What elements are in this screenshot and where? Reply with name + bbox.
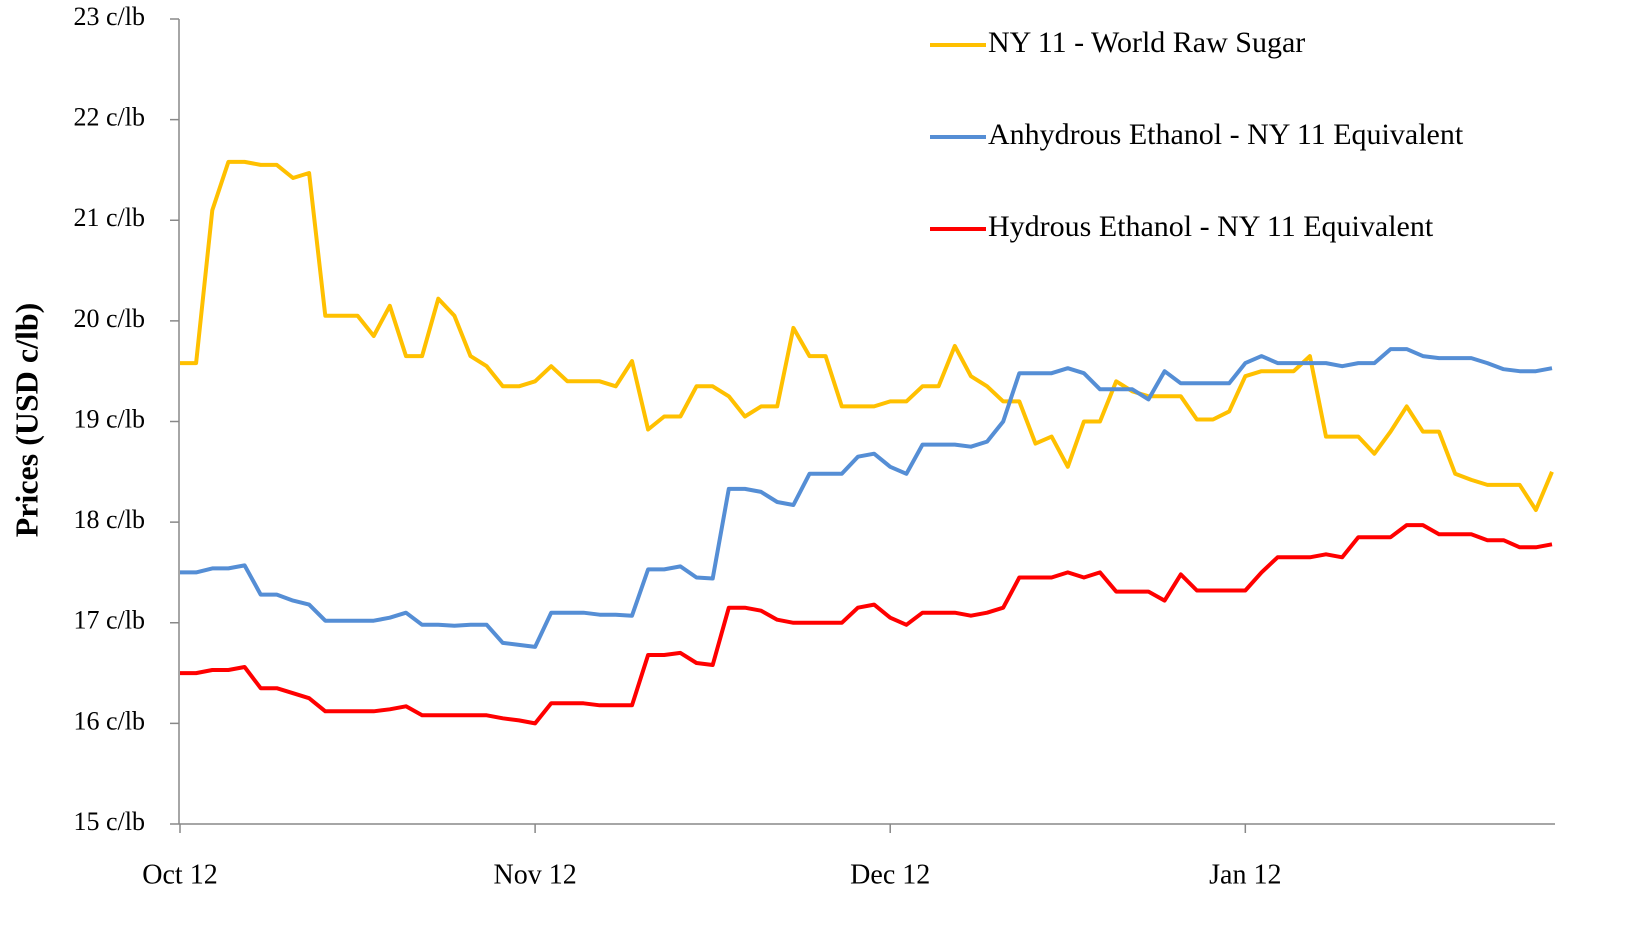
- x-tick-label: Oct 12: [142, 859, 217, 890]
- y-tick-label: 20 c/lb: [74, 304, 146, 333]
- legend-label: Anhydrous Ethanol - NY 11 Equivalent: [988, 118, 1464, 151]
- y-tick-label: 17 c/lb: [74, 606, 146, 635]
- series-line: [180, 523, 1553, 726]
- legend-label: NY 11 - World Raw Sugar: [988, 26, 1305, 59]
- y-tick-label: 15 c/lb: [74, 807, 146, 836]
- y-tick-label: 16 c/lb: [74, 706, 146, 735]
- y-tick-label: 23 c/lb: [74, 2, 146, 31]
- y-tick-label: 19 c/lb: [74, 404, 146, 433]
- x-tick-label: Nov 12: [493, 859, 576, 890]
- y-tick-label: 18 c/lb: [74, 505, 146, 534]
- series-line: [180, 159, 1554, 512]
- series-line: [180, 347, 1553, 649]
- y-axis-label: Prices (USD c/lb): [8, 303, 44, 538]
- y-tick-label: 22 c/lb: [74, 103, 146, 132]
- x-tick-label: Jan 12: [1209, 859, 1281, 890]
- x-tick-label: Dec 12: [850, 859, 930, 890]
- y-tick-label: 21 c/lb: [74, 203, 146, 232]
- legend-label: Hydrous Ethanol - NY 11 Equivalent: [988, 210, 1434, 243]
